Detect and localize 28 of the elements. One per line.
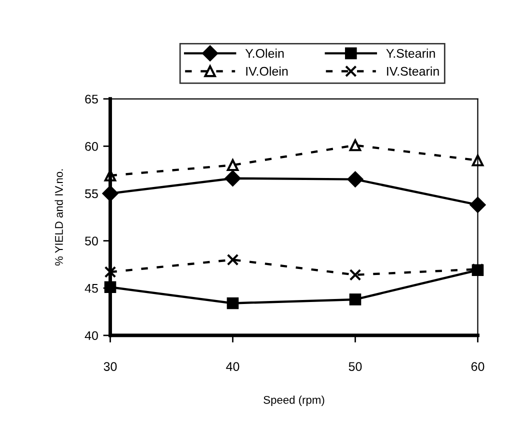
y-tick-label: 60 — [85, 142, 98, 151]
point — [472, 154, 484, 166]
y-tick-label: 50 — [85, 236, 98, 246]
x-tick-label: 40 — [226, 362, 240, 371]
y-tick-label: 65 — [85, 94, 98, 104]
point — [470, 196, 486, 213]
point — [349, 268, 362, 281]
point — [347, 171, 364, 188]
point — [349, 139, 362, 152]
y-tick-label: 40 — [84, 331, 98, 340]
x-axis-title: Speed (rpm) — [264, 396, 324, 406]
legend-label: Y.Olein — [245, 48, 284, 58]
point — [104, 266, 116, 278]
point — [349, 294, 362, 306]
point — [102, 186, 118, 202]
x-tick-label: 30 — [104, 362, 117, 371]
y-tick-label: 45 — [84, 284, 98, 293]
y-axis-title: % YIELD and IV.no. — [54, 169, 63, 266]
point — [224, 170, 241, 186]
legend-label: IV.Stearin — [387, 66, 439, 76]
point — [226, 297, 239, 310]
legend-label: IV.Olein — [246, 66, 288, 76]
point — [226, 254, 239, 266]
x-tick-label: 50 — [348, 362, 362, 371]
x-tick-label: 60 — [471, 362, 484, 371]
point — [226, 159, 239, 172]
y-tick-label: 55 — [85, 189, 98, 198]
legend-label: Y.Stearin — [386, 48, 435, 58]
